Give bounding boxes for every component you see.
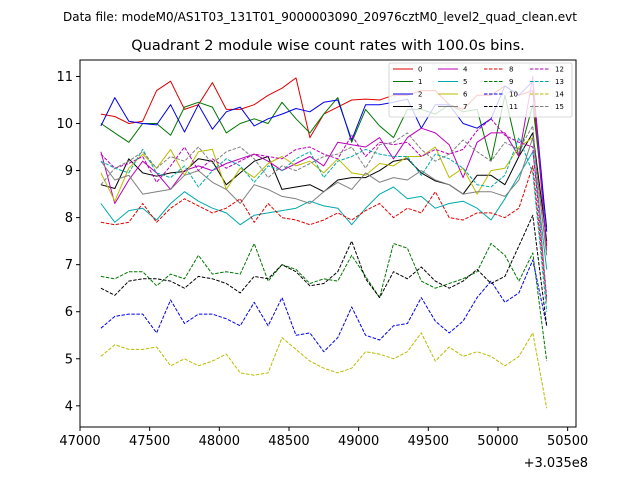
legend-label-8: 8	[509, 66, 513, 74]
legend-label-2: 2	[418, 91, 422, 99]
legend-label-13: 13	[555, 78, 564, 86]
x-tick-label: 49500	[408, 434, 449, 449]
legend-label-3: 3	[418, 103, 422, 111]
series-line-9	[100, 243, 548, 362]
x-tick-label: 49000	[338, 434, 379, 449]
legend-label-1: 1	[418, 78, 422, 86]
legend-label-6: 6	[463, 91, 468, 99]
chart-suptitle: Data file: modeM0/AS1T03_131T01_90000030…	[63, 10, 577, 24]
legend-label-4: 4	[463, 66, 468, 74]
axes-frame	[79, 59, 577, 428]
legend-label-12: 12	[555, 66, 564, 74]
x-tick-label: 47500	[129, 434, 170, 449]
legend-label-9: 9	[509, 78, 513, 86]
x-tick-label: 50500	[547, 434, 588, 449]
y-axis: 4 5 6 7 8 9 10 11	[56, 70, 80, 414]
y-tick-label: 10	[56, 117, 73, 132]
y-tick-label: 6	[65, 305, 73, 320]
y-tick-label: 4	[65, 399, 73, 414]
y-tick-label: 9	[65, 164, 73, 179]
series-line-5	[100, 151, 548, 270]
legend-label-15: 15	[555, 103, 564, 111]
y-tick-label: 11	[56, 70, 73, 85]
series-line-10	[100, 259, 548, 353]
series-line-6	[100, 137, 548, 256]
y-tick-label: 5	[65, 352, 73, 367]
legend-label-10: 10	[509, 91, 518, 99]
series-line-12	[100, 118, 548, 298]
series-line-14	[100, 332, 548, 409]
legend-box	[388, 62, 573, 118]
legend-label-0: 0	[418, 66, 422, 74]
legend-label-14: 14	[555, 91, 564, 99]
legend-label-5: 5	[463, 78, 467, 86]
x-tick-label: 48500	[268, 434, 309, 449]
chart-title: Quadrant 2 module wise count rates with …	[131, 38, 525, 54]
series-line-11	[100, 214, 548, 326]
plot-lines	[100, 76, 548, 409]
legend-label-11: 11	[509, 103, 518, 111]
legend-label-7: 7	[463, 103, 467, 111]
x-tick-label: 50000	[477, 434, 518, 449]
x-axis: 47000 47500 48000 48500 49000 49500 50000 50500	[59, 427, 588, 449]
series-line-13	[100, 137, 548, 312]
x-tick-label: 48000	[199, 434, 240, 449]
series-line-8	[100, 165, 548, 303]
x-tick-label: 47000	[59, 434, 100, 449]
x-offset-label: +3.035e8	[524, 456, 588, 471]
series-line-4	[100, 76, 548, 251]
y-tick-label: 8	[65, 211, 73, 226]
y-tick-label: 7	[65, 258, 73, 273]
series-line-7	[100, 137, 548, 256]
series-line-2	[100, 80, 548, 232]
